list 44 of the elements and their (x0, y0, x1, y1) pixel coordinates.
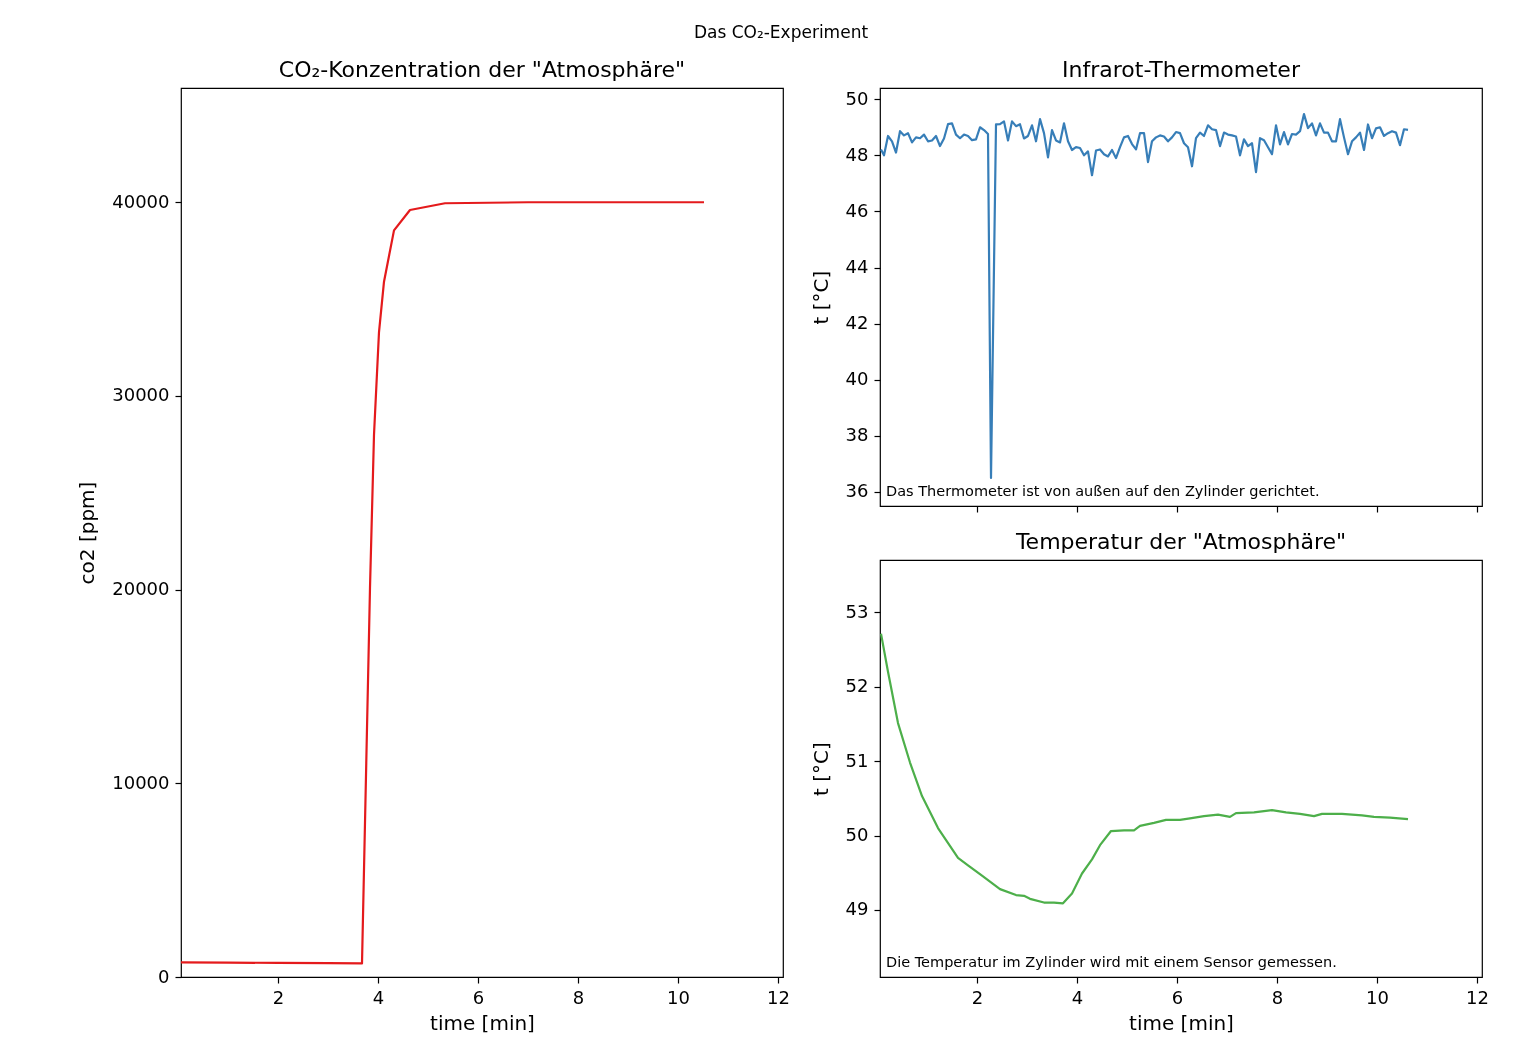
x-tick-label: 10 (667, 986, 690, 1008)
y-tick-label: 0 (158, 965, 170, 987)
x-tick-label: 10 (1366, 986, 1389, 1008)
x-tick-label: 2 (272, 986, 285, 1008)
y-tick-label: 53 (845, 600, 869, 622)
y-tick-label: 44 (845, 256, 869, 278)
x-axis-title: time [min] (430, 1010, 535, 1035)
y-tick-label: 50 (845, 87, 869, 109)
chart-title: Infrarot-Thermometer (1062, 57, 1301, 82)
text: Das CO₂-Experiment (692, 22, 870, 42)
y-axis-title: co2 [ppm] (75, 481, 100, 585)
x-tick-label: 6 (1171, 986, 1184, 1008)
y-tick-label: 20000 (112, 578, 170, 600)
y-tick-label: 10000 (112, 771, 170, 793)
y-tick-label: 42 (845, 312, 869, 334)
y-tick-label: 30000 (112, 384, 170, 406)
line-series (880, 632, 1410, 905)
x-tick-label: 8 (1271, 986, 1284, 1008)
y-tick-label: 40000 (112, 190, 170, 212)
y-tick-label: 50 (845, 824, 869, 846)
y-tick-label: 49 (845, 898, 869, 920)
line-series (181, 201, 706, 965)
annotation: Das Thermometer ist von außen auf den Zylinder gerichtet. (886, 483, 1320, 499)
y-axis-title: t [°C] (808, 270, 833, 325)
x-tick-label: 4 (1071, 986, 1084, 1008)
chart-title: CO₂-Konzentration der "Atmosphäre" (278, 57, 686, 82)
annotation: Die Temperatur im Zylinder wird mit einem Sensor gemessen. (886, 954, 1337, 970)
y-tick-label: 36 (845, 480, 869, 502)
chart-title: Temperatur der "Atmosphäre" (1014, 529, 1347, 554)
x-tick-label: 6 (472, 986, 485, 1008)
line-series (880, 112, 1410, 480)
x-tick-label: 8 (572, 986, 585, 1008)
y-tick-label: 46 (845, 199, 869, 221)
y-axis-title: t [°C] (808, 742, 833, 796)
x-tick-label: 12 (767, 986, 790, 1008)
y-tick-label: 51 (845, 749, 869, 771)
x-tick-label: 4 (372, 986, 385, 1008)
x-axis-title: time [min] (1129, 1010, 1234, 1035)
y-tick-label: 38 (845, 424, 869, 446)
x-tick-label: 12 (1466, 986, 1489, 1008)
y-tick-label: 48 (845, 143, 869, 165)
y-tick-label: 52 (845, 675, 869, 697)
x-tick-label: 2 (971, 986, 984, 1008)
y-tick-label: 40 (845, 368, 869, 390)
